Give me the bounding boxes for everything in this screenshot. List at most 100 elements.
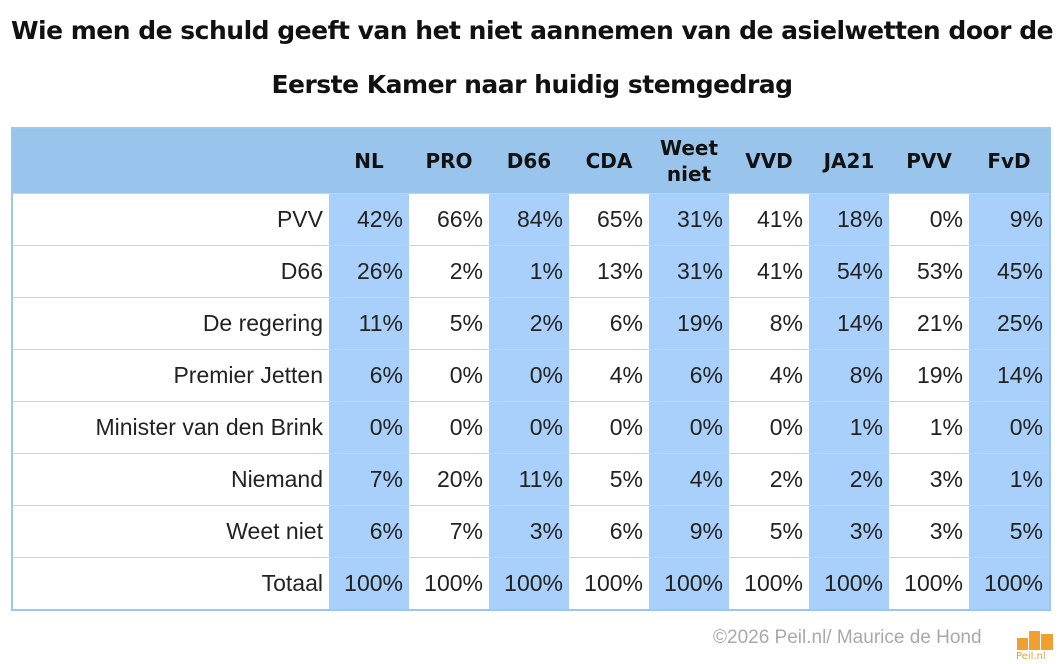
value-cell: 3% xyxy=(489,505,569,558)
column-header: VVD xyxy=(729,128,809,194)
column-header: JA21 xyxy=(809,128,889,194)
column-header: FvD xyxy=(969,128,1050,194)
value-cell: 8% xyxy=(729,297,809,350)
value-cell: 6% xyxy=(329,349,409,402)
value-cell: 21% xyxy=(889,297,969,350)
table-row: Niemand 7% 20% 11% 5% 4% 2% 2% 3% 1% xyxy=(12,453,1050,506)
value-cell: 7% xyxy=(409,505,489,558)
value-cell: 6% xyxy=(329,505,409,558)
title-line-2: Eerste Kamer naar huidig stemgedrag xyxy=(271,70,793,99)
value-cell: 9% xyxy=(649,505,729,558)
value-cell: 11% xyxy=(489,453,569,506)
column-header: NL xyxy=(329,128,409,194)
value-cell: 6% xyxy=(569,297,649,350)
row-label: De regering xyxy=(12,297,329,350)
value-cell: 13% xyxy=(569,245,649,298)
column-header: Weet niet xyxy=(649,128,729,194)
value-cell: 4% xyxy=(569,349,649,402)
corner-cell xyxy=(12,128,329,194)
value-cell: 3% xyxy=(889,453,969,506)
value-cell: 5% xyxy=(729,505,809,558)
value-cell: 100% xyxy=(969,557,1050,610)
value-cell: 1% xyxy=(889,401,969,454)
value-cell: 84% xyxy=(489,193,569,246)
table-row: Totaal 100% 100% 100% 100% 100% 100% 100% 100% 10… xyxy=(12,557,1050,610)
value-cell: 2% xyxy=(729,453,809,506)
logo-text: Peil.nl xyxy=(1016,651,1046,662)
table-row: D66 26% 2% 1% 13% 31% 41% 54% 53% 45% xyxy=(12,245,1050,298)
title-line-1: Wie men de schuld geeft van het niet aan… xyxy=(10,16,1054,45)
row-label: PVV xyxy=(12,193,329,246)
value-cell: 100% xyxy=(649,557,729,610)
value-cell: 100% xyxy=(729,557,809,610)
column-header: CDA xyxy=(569,128,649,194)
value-cell: 0% xyxy=(409,401,489,454)
value-cell: 18% xyxy=(809,193,889,246)
value-cell: 19% xyxy=(649,297,729,350)
table-row: Weet niet 6% 7% 3% 6% 9% 5% 3% 3% 5% xyxy=(12,505,1050,558)
copyright: ©2026 Peil.nl/ Maurice de Hond xyxy=(713,627,982,648)
table-row: Premier Jetten 6% 0% 0% 4% 6% 4% 8% 19% 14% xyxy=(12,349,1050,402)
results-table: NL PRO D66 CDA Weet niet VVD JA21 PVV FvD PVV 42%… xyxy=(11,127,1051,611)
value-cell: 31% xyxy=(649,245,729,298)
value-cell: 41% xyxy=(729,245,809,298)
value-cell: 4% xyxy=(729,349,809,402)
value-cell: 2% xyxy=(809,453,889,506)
table-row: De regering 11% 5% 2% 6% 19% 8% 14% 21% 25% xyxy=(12,297,1050,350)
value-cell: 45% xyxy=(969,245,1050,298)
value-cell: 100% xyxy=(889,557,969,610)
value-cell: 0% xyxy=(489,401,569,454)
value-cell: 7% xyxy=(329,453,409,506)
value-cell: 0% xyxy=(649,401,729,454)
value-cell: 100% xyxy=(489,557,569,610)
value-cell: 0% xyxy=(889,193,969,246)
column-header: D66 xyxy=(489,128,569,194)
value-cell: 100% xyxy=(809,557,889,610)
row-label: Totaal xyxy=(12,557,329,610)
table-row: PVV 42% 66% 84% 65% 31% 41% 18% 0% 9% xyxy=(12,193,1050,246)
value-cell: 100% xyxy=(569,557,649,610)
value-cell: 1% xyxy=(969,453,1050,506)
table-row: Minister van den Brink 0% 0% 0% 0% 0% 0% 1% 1% 0% xyxy=(12,401,1050,454)
row-label: Minister van den Brink xyxy=(12,401,329,454)
value-cell: 42% xyxy=(329,193,409,246)
value-cell: 0% xyxy=(969,401,1050,454)
value-cell: 100% xyxy=(329,557,409,610)
value-cell: 4% xyxy=(649,453,729,506)
value-cell: 5% xyxy=(409,297,489,350)
value-cell: 66% xyxy=(409,193,489,246)
row-label: Weet niet xyxy=(12,505,329,558)
peil-logo: Peil.nl xyxy=(1015,628,1055,662)
value-cell: 0% xyxy=(409,349,489,402)
value-cell: 54% xyxy=(809,245,889,298)
value-cell: 0% xyxy=(329,401,409,454)
value-cell: 11% xyxy=(329,297,409,350)
value-cell: 26% xyxy=(329,245,409,298)
value-cell: 9% xyxy=(969,193,1050,246)
value-cell: 41% xyxy=(729,193,809,246)
value-cell: 3% xyxy=(809,505,889,558)
value-cell: 5% xyxy=(969,505,1050,558)
value-cell: 8% xyxy=(809,349,889,402)
value-cell: 14% xyxy=(809,297,889,350)
value-cell: 6% xyxy=(569,505,649,558)
value-cell: 5% xyxy=(569,453,649,506)
value-cell: 31% xyxy=(649,193,729,246)
value-cell: 2% xyxy=(409,245,489,298)
value-cell: 2% xyxy=(489,297,569,350)
header-row: NL PRO D66 CDA Weet niet VVD JA21 PVV FvD xyxy=(12,128,1050,194)
value-cell: 14% xyxy=(969,349,1050,402)
value-cell: 0% xyxy=(729,401,809,454)
value-cell: 20% xyxy=(409,453,489,506)
value-cell: 25% xyxy=(969,297,1050,350)
column-header: PVV xyxy=(889,128,969,194)
value-cell: 3% xyxy=(889,505,969,558)
row-label: D66 xyxy=(12,245,329,298)
value-cell: 53% xyxy=(889,245,969,298)
value-cell: 1% xyxy=(489,245,569,298)
column-header: PRO xyxy=(409,128,489,194)
value-cell: 0% xyxy=(489,349,569,402)
value-cell: 19% xyxy=(889,349,969,402)
value-cell: 100% xyxy=(409,557,489,610)
value-cell: 6% xyxy=(649,349,729,402)
